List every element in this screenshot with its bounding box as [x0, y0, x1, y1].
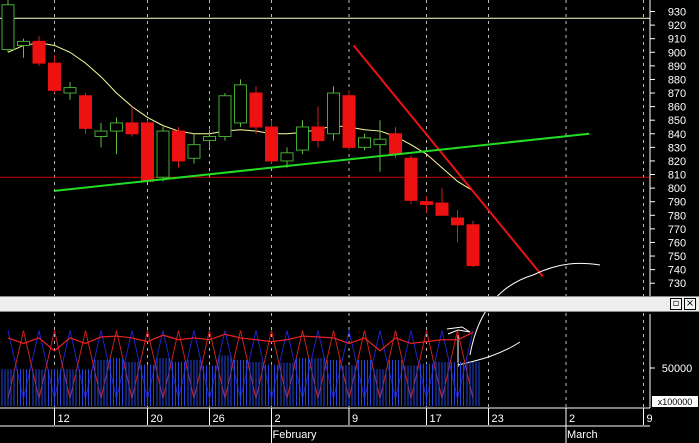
- volume-panel: 50000 x100000: [1, 314, 698, 408]
- price-tick-label: 800: [668, 183, 686, 195]
- candle-down: [451, 217, 464, 226]
- candle-down: [311, 126, 325, 142]
- date-tick-label: 9: [352, 413, 358, 425]
- date-tick-label: 17: [430, 413, 442, 425]
- candle-down: [141, 122, 154, 182]
- month-label: February: [273, 429, 318, 441]
- candle-down: [79, 95, 92, 129]
- date-tick-label: 12: [58, 413, 70, 425]
- annotation-stroke: [532, 262, 601, 276]
- date-tick-label: 9: [647, 413, 653, 425]
- price-tick-label: 810: [668, 170, 686, 182]
- candle-down: [466, 224, 480, 267]
- price-tick-label: 900: [668, 47, 686, 59]
- candle-up: [280, 152, 294, 162]
- month-label: March: [567, 429, 598, 441]
- candle-down: [389, 133, 402, 155]
- candle-up: [327, 92, 340, 135]
- candle-up: [110, 122, 123, 132]
- price-tick-label: 870: [668, 88, 686, 100]
- price-tick-label: 790: [668, 197, 686, 209]
- price-tick-label: 850: [668, 115, 686, 127]
- price-tick-label: 880: [668, 74, 686, 86]
- multiplier-box: [652, 396, 698, 407]
- candle-down: [265, 126, 278, 162]
- volume-panel-titlebar: [0, 296, 699, 312]
- trend-line: [352, 44, 544, 278]
- candle-up: [63, 87, 77, 94]
- candle-up: [94, 130, 108, 137]
- price-tick-label: 740: [668, 265, 686, 277]
- price-tick-label: 860: [668, 102, 686, 114]
- trend-lines: [54, 44, 590, 278]
- candle-up: [17, 40, 30, 46]
- trend-line: [54, 132, 590, 192]
- reference-lines: [0, 17, 650, 178]
- candle-down: [172, 130, 185, 162]
- price-tick-label: 830: [668, 142, 686, 154]
- candle-up: [1, 4, 15, 51]
- candle-up: [218, 95, 232, 137]
- price-tick-label: 920: [668, 20, 686, 32]
- date-tick-label: 2: [569, 413, 575, 425]
- close-button[interactable]: ×: [684, 298, 696, 310]
- price-tick-label: 730: [668, 278, 686, 290]
- candle-down: [125, 122, 139, 135]
- candle-down: [420, 201, 433, 205]
- price-tick-label: 910: [668, 34, 686, 46]
- price-tick-label: 840: [668, 129, 686, 141]
- price-tick-label: 780: [668, 210, 686, 222]
- price-tick-label: 930: [668, 7, 686, 19]
- candle-down: [48, 62, 61, 91]
- candle-up: [156, 130, 170, 178]
- candle-up: [358, 137, 371, 148]
- candle-up: [187, 144, 201, 159]
- candle-down: [249, 92, 263, 128]
- price-tick-label: 750: [668, 251, 686, 263]
- candle-down: [404, 157, 418, 201]
- volume-tick-label: 50000: [662, 363, 693, 375]
- candle-down: [342, 95, 356, 148]
- annotation-stroke: [446, 326, 471, 335]
- maximize-button[interactable]: ▫: [670, 298, 682, 310]
- date-tick-label: 26: [213, 413, 225, 425]
- annotation-stroke: [457, 335, 521, 367]
- candle-up: [234, 84, 247, 124]
- price-tick-label: 760: [668, 237, 686, 249]
- price-tick-label: 820: [668, 156, 686, 168]
- candle-down: [435, 202, 449, 216]
- candle-up: [296, 126, 309, 151]
- volume-zigzag-red: [7, 330, 474, 399]
- candle-down: [32, 40, 46, 64]
- price-tick-label: 890: [668, 61, 686, 73]
- candlesticks: [1, 0, 480, 267]
- date-tick-label: 20: [151, 413, 163, 425]
- candle-up: [203, 135, 216, 142]
- multiplier-label: x100000: [658, 397, 693, 407]
- candle-up: [373, 138, 387, 146]
- date-tick-label: 23: [492, 413, 504, 425]
- volume-average-line: [7, 331, 474, 352]
- date-tick-label: 2: [275, 413, 281, 425]
- price-tick-label: 770: [668, 224, 686, 236]
